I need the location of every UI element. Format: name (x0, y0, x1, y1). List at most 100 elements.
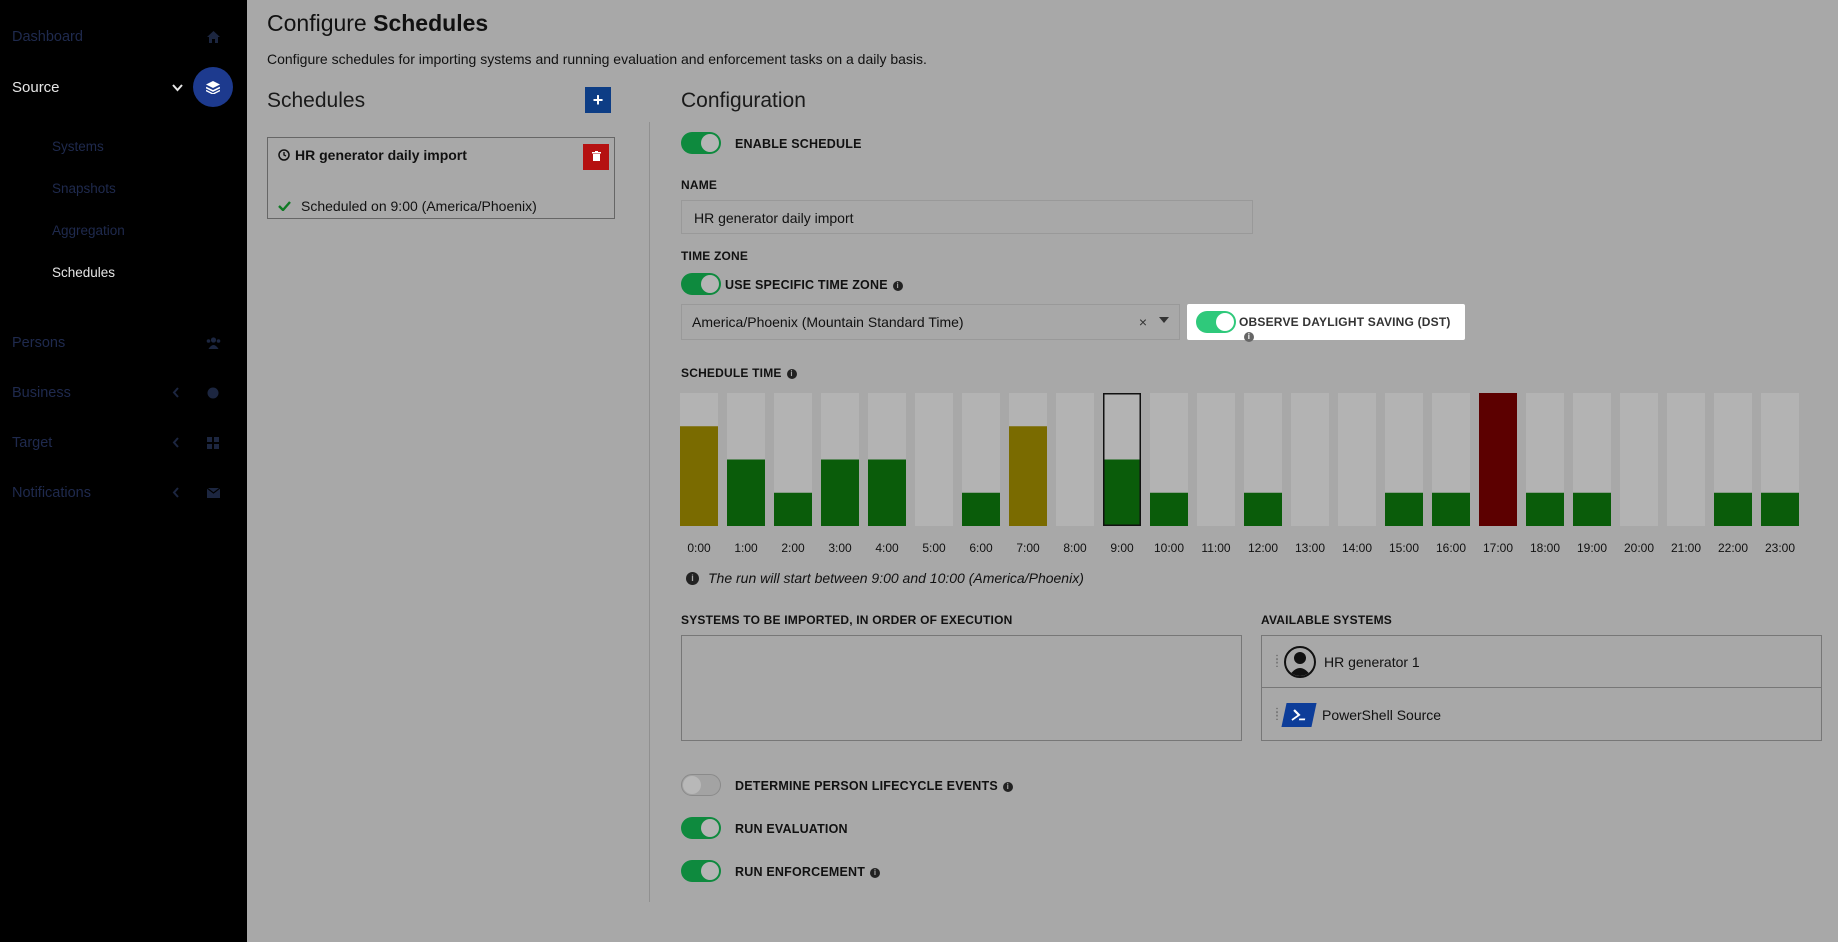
run-enforcement-toggle[interactable] (681, 860, 721, 882)
hour-tick-label: 22:00 (1718, 541, 1748, 555)
home-icon (205, 29, 221, 45)
run-enforcement-label: RUN ENFORCEMENT i (735, 865, 881, 879)
hour-bar-0:00 (680, 426, 718, 526)
schedules-heading: Schedules (267, 89, 366, 112)
chevron-left-icon (172, 486, 180, 501)
hour-tick-label: 4:00 (875, 541, 899, 555)
use-specific-timezone-toggle[interactable] (681, 273, 721, 295)
info-icon[interactable]: i (1002, 781, 1013, 792)
info-icon: i (686, 571, 699, 585)
hour-bar-23:00 (1761, 492, 1799, 526)
delete-schedule-button[interactable] (583, 144, 609, 170)
hour-slot-8:00[interactable] (1056, 393, 1094, 526)
hour-tick-label: 8:00 (1063, 541, 1087, 555)
hour-slot-14:00[interactable] (1338, 393, 1376, 526)
hour-tick-label: 14:00 (1342, 541, 1372, 555)
hour-bar-6:00 (962, 492, 1000, 526)
toggle-knob (683, 776, 701, 794)
schedule-card-status: Scheduled on 9:00 (America/Phoenix) (278, 198, 537, 214)
user-avatar-icon (1284, 645, 1316, 678)
hour-bar-7:00 (1009, 426, 1047, 526)
nav-item-notifications[interactable]: Notifications (0, 473, 247, 513)
available-system-item[interactable]: ⋮ ⋮ PowerShell Source (1262, 689, 1821, 741)
lifecycle-events-toggle[interactable] (681, 774, 721, 796)
grid-icon (205, 435, 221, 451)
nav-item-label: Business (12, 385, 71, 401)
toggle-knob (701, 134, 719, 152)
hour-slot-20:00[interactable] (1620, 393, 1658, 526)
observe-dst-toggle[interactable] (1196, 311, 1236, 333)
run-evaluation-label: RUN EVALUATION (735, 822, 848, 836)
nav-item-target[interactable]: Target (0, 423, 247, 463)
run-enforcement-text: RUN ENFORCEMENT (735, 865, 866, 879)
hour-slot-13:00[interactable] (1291, 393, 1329, 526)
hour-tick-label: 1:00 (734, 541, 758, 555)
users-icon (205, 335, 221, 351)
nav-item-label: Source (12, 78, 60, 96)
run-note: i The run will start between 9:00 and 10… (686, 570, 1084, 586)
add-schedule-button[interactable]: + (585, 87, 611, 113)
layers-icon (193, 67, 233, 107)
page-title-prefix: Configure (267, 10, 367, 36)
systems-to-import-dropzone[interactable] (681, 635, 1242, 741)
hour-slot-11:00[interactable] (1197, 393, 1235, 526)
page-title-bold: Schedules (373, 10, 489, 36)
nav-item-source[interactable]: Source (0, 67, 247, 107)
available-system-name: PowerShell Source (1322, 707, 1442, 723)
subnav-item-systems[interactable]: Systems (52, 139, 104, 154)
sitemap-icon (205, 385, 221, 401)
subnav-item-aggregation[interactable]: Aggregation (52, 223, 125, 238)
hour-bar-10:00 (1150, 492, 1188, 526)
hour-bar-18:00 (1526, 492, 1564, 526)
clear-icon[interactable]: × (1138, 314, 1147, 330)
schedule-card[interactable]: HR generator daily import Scheduled on 9… (267, 137, 615, 219)
info-icon[interactable]: i (892, 280, 903, 291)
enable-schedule-toggle[interactable] (681, 132, 721, 154)
nav-item-label: Notifications (12, 485, 91, 501)
info-icon[interactable]: i (786, 368, 797, 379)
toggle-knob (701, 862, 719, 880)
timezone-select[interactable]: America/Phoenix (Mountain Standard Time)… (681, 304, 1180, 340)
nav-item-label: Dashboard (12, 29, 83, 45)
subnav-item-snapshots[interactable]: Snapshots (52, 181, 116, 196)
hour-bar-17:00 (1479, 393, 1517, 526)
hour-slot-5:00[interactable] (915, 393, 953, 526)
info-icon[interactable]: i (1244, 331, 1254, 342)
chevron-left-icon (172, 386, 180, 401)
nav-item-business[interactable]: Business (0, 373, 247, 413)
drag-handle-icon[interactable]: ⋮ ⋮ (1272, 707, 1282, 722)
hour-tick-label: 2:00 (781, 541, 805, 555)
run-evaluation-toggle[interactable] (681, 817, 721, 839)
hour-bar-16:00 (1432, 492, 1470, 526)
caret-down-icon[interactable] (1159, 314, 1169, 326)
hour-bar-15:00 (1385, 492, 1423, 526)
available-system-item[interactable]: ⋮ ⋮ HR generator 1 (1262, 636, 1821, 688)
schedule-time-label: SCHEDULE TIME i (681, 366, 797, 380)
timezone-label: TIME ZONE (681, 249, 749, 263)
hour-bar-22:00 (1714, 492, 1752, 526)
hour-tick-label: 12:00 (1248, 541, 1278, 555)
subnav-item-schedules[interactable]: Schedules (52, 265, 116, 280)
hour-bar-4:00 (868, 459, 906, 526)
hour-tick-label: 10:00 (1154, 541, 1184, 555)
drag-handle-icon[interactable]: ⋮ ⋮ (1272, 653, 1282, 669)
nav-item-persons[interactable]: Persons (0, 323, 247, 363)
systems-to-import-label: SYSTEMS TO BE IMPORTED, IN ORDER OF EXEC… (681, 613, 1013, 627)
page-description: Configure schedules for importing system… (267, 51, 927, 67)
clock-icon (278, 148, 290, 164)
powershell-icon (1281, 703, 1317, 727)
hour-tick-label: 19:00 (1577, 541, 1607, 555)
timezone-select-value: America/Phoenix (Mountain Standard Time) (692, 314, 964, 330)
hour-tick-label: 11:00 (1201, 541, 1230, 555)
info-icon[interactable]: i (870, 867, 881, 878)
hour-tick-label: 16:00 (1436, 541, 1466, 555)
hour-bar-12:00 (1244, 492, 1282, 526)
hour-slot-21:00[interactable] (1667, 393, 1705, 526)
hour-bar-1:00 (727, 459, 765, 526)
selected-hour-outline (1103, 393, 1141, 526)
observe-dst-option: OBSERVE DAYLIGHT SAVING (DST) i (1187, 304, 1465, 342)
schedule-name-input[interactable]: HR generator daily import (681, 200, 1253, 234)
hour-tick-label: 9:00 (1110, 541, 1134, 555)
nav-item-dashboard[interactable]: Dashboard (0, 17, 247, 57)
schedule-card-title: HR generator daily import (278, 147, 467, 164)
